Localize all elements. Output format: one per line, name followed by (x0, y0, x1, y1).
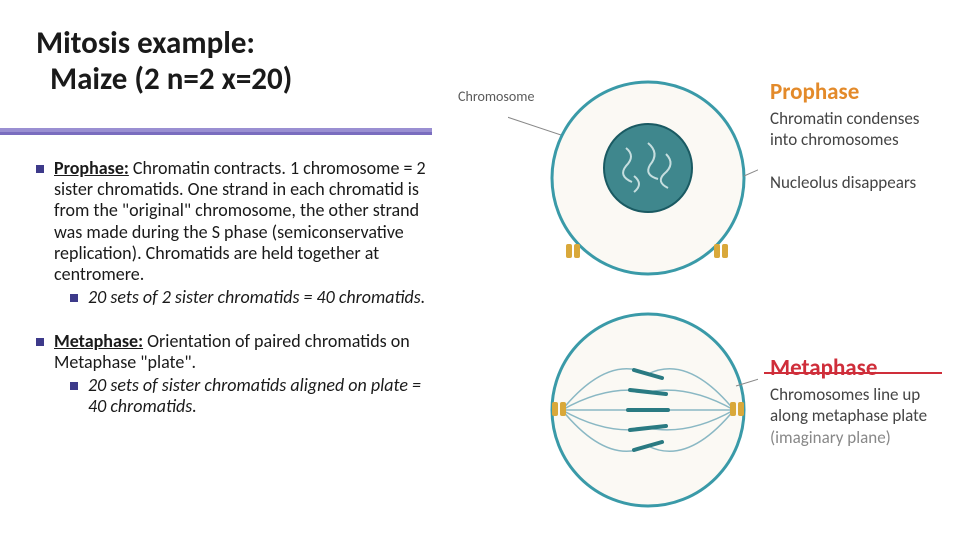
prophase-title: Prophase (770, 78, 859, 106)
prophase-desc-2: into chromosomes (770, 129, 899, 150)
prophase-desc-3: Nucleolus disappears (770, 172, 916, 193)
metaphase-description: Chromosomes line up along metaphase plat… (770, 384, 956, 448)
metaphase-title-text: Metaphase (770, 354, 877, 382)
prophase-sub: 20 sets of 2 sister chromatids = 40 chro… (88, 286, 425, 308)
underline-bottom (0, 132, 432, 136)
prophase-description: Chromatin condenses into chromosomes Nuc… (770, 108, 956, 193)
title-line1: Mitosis example: (36, 24, 255, 62)
sub-bullet-metaphase: 20 sets of sister chromatids aligned on … (54, 375, 440, 417)
sub-bullet-prophase: 20 sets of 2 sister chromatids = 40 chro… (54, 287, 440, 308)
prophase-desc-1: Chromatin condenses (770, 108, 919, 129)
metaphase-desc-1: Chromosomes line up (770, 384, 920, 405)
metaphase-desc-2: along metaphase plate (770, 405, 927, 426)
metaphase-cell-diagram (508, 304, 758, 516)
metaphase-sub: 20 sets of sister chromatids aligned on … (88, 374, 421, 417)
prophase-cell-diagram (508, 68, 758, 288)
bullet-metaphase: Metaphase: Orientation of paired chromat… (36, 331, 440, 418)
prophase-title-text: Prophase (770, 78, 859, 106)
slide-title: Mitosis example: Maize (2 n=2 x=20) (36, 26, 292, 97)
metaphase-desc-3: (imaginary plane) (770, 427, 891, 448)
bullet-icon (70, 382, 78, 390)
bullet-icon (36, 165, 44, 173)
metaphase-head: Metaphase: (54, 330, 143, 352)
bullet-icon (36, 338, 44, 346)
prophase-head: Prophase: (54, 157, 129, 179)
title-underline (0, 128, 432, 135)
bullet-prophase: Prophase: Chromatin contracts. 1 chromos… (36, 158, 440, 309)
metaphase-title: Metaphase (770, 354, 877, 382)
figure-column: Chromosome Prophase Chromatin condenses … (438, 28, 958, 538)
body-text: Prophase: Chromatin contracts. 1 chromos… (36, 158, 440, 440)
bullet-icon (70, 294, 78, 302)
title-line2: Maize (2 n=2 x=20) (50, 60, 292, 98)
metaphase-underline (764, 372, 942, 374)
